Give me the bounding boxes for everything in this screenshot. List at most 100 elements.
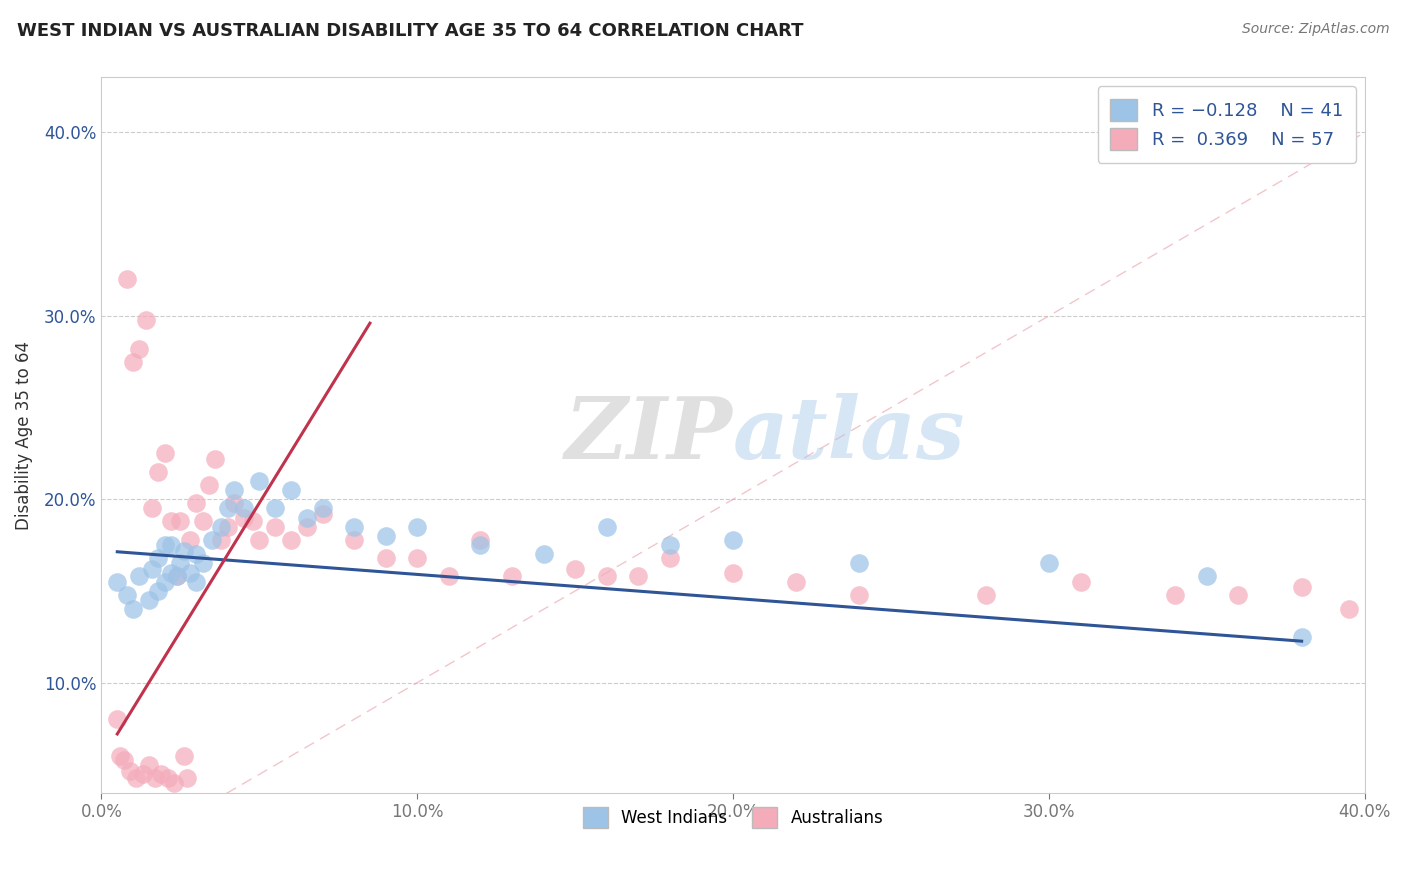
Point [186, 496, 208, 510]
Point [166, 569, 188, 583]
Point [224, 483, 246, 497]
Point [264, 520, 287, 534]
Point [1038, 557, 1060, 571]
Point [217, 520, 239, 534]
Point [169, 557, 191, 571]
Point [141, 501, 163, 516]
Point [105, 712, 128, 726]
Point [191, 557, 214, 571]
Point [150, 767, 173, 781]
Point [160, 538, 183, 552]
Point [160, 514, 183, 528]
Point [343, 533, 366, 547]
Point [564, 562, 586, 576]
Point [1291, 580, 1313, 594]
Point [118, 764, 141, 778]
Point [125, 771, 148, 785]
Point [110, 749, 132, 764]
Point [1164, 588, 1187, 602]
Point [163, 776, 186, 790]
Point [533, 547, 555, 561]
Point [173, 543, 195, 558]
Point [211, 533, 233, 547]
Point [128, 342, 150, 356]
Point [470, 533, 492, 547]
Point [406, 520, 429, 534]
Point [141, 562, 163, 576]
Point [280, 483, 302, 497]
Point [311, 507, 333, 521]
Point [115, 588, 138, 602]
Point [105, 574, 128, 589]
Point [1195, 569, 1218, 583]
Point [721, 566, 744, 580]
Point [659, 550, 682, 565]
Point [204, 451, 226, 466]
Point [156, 771, 179, 785]
Point [179, 566, 201, 580]
Point [153, 446, 176, 460]
Point [264, 501, 287, 516]
Point [785, 574, 807, 589]
Point [1337, 602, 1360, 616]
Point [232, 510, 254, 524]
Point [160, 566, 183, 580]
Point [295, 510, 318, 524]
Point [153, 538, 176, 552]
Point [186, 547, 208, 561]
Y-axis label: Disability Age 35 to 64: Disability Age 35 to 64 [15, 341, 32, 530]
Point [148, 583, 170, 598]
Point [343, 520, 366, 534]
Point [406, 550, 429, 565]
Point [295, 520, 318, 534]
Point [247, 474, 270, 488]
Point [179, 533, 201, 547]
Point [166, 569, 188, 583]
Point [135, 312, 157, 326]
Text: WEST INDIAN VS AUSTRALIAN DISABILITY AGE 35 TO 64 CORRELATION CHART: WEST INDIAN VS AUSTRALIAN DISABILITY AGE… [17, 22, 803, 40]
Point [470, 538, 492, 552]
Point [148, 465, 170, 479]
Point [138, 758, 160, 772]
Point [280, 533, 302, 547]
Legend: West Indians, Australians: West Indians, Australians [576, 801, 890, 834]
Text: Source: ZipAtlas.com: Source: ZipAtlas.com [1241, 22, 1389, 37]
Point [143, 771, 166, 785]
Point [115, 272, 138, 286]
Point [186, 574, 208, 589]
Point [311, 501, 333, 516]
Text: atlas: atlas [733, 393, 966, 477]
Point [848, 557, 870, 571]
Point [1291, 630, 1313, 644]
Point [148, 550, 170, 565]
Point [176, 771, 198, 785]
Point [974, 588, 997, 602]
Point [131, 767, 153, 781]
Point [596, 569, 619, 583]
Point [659, 538, 682, 552]
Point [138, 593, 160, 607]
Point [128, 569, 150, 583]
Point [848, 588, 870, 602]
Point [596, 520, 619, 534]
Point [374, 550, 396, 565]
Point [217, 501, 239, 516]
Point [224, 496, 246, 510]
Point [247, 533, 270, 547]
Point [242, 514, 264, 528]
Point [1070, 574, 1092, 589]
Point [191, 514, 214, 528]
Point [374, 529, 396, 543]
Point [437, 569, 460, 583]
Point [169, 514, 191, 528]
Text: ZIP: ZIP [565, 393, 733, 477]
Point [501, 569, 523, 583]
Point [627, 569, 650, 583]
Point [1227, 588, 1250, 602]
Point [112, 753, 135, 767]
Point [122, 602, 145, 616]
Point [198, 477, 221, 491]
Point [721, 533, 744, 547]
Point [153, 574, 176, 589]
Point [232, 501, 254, 516]
